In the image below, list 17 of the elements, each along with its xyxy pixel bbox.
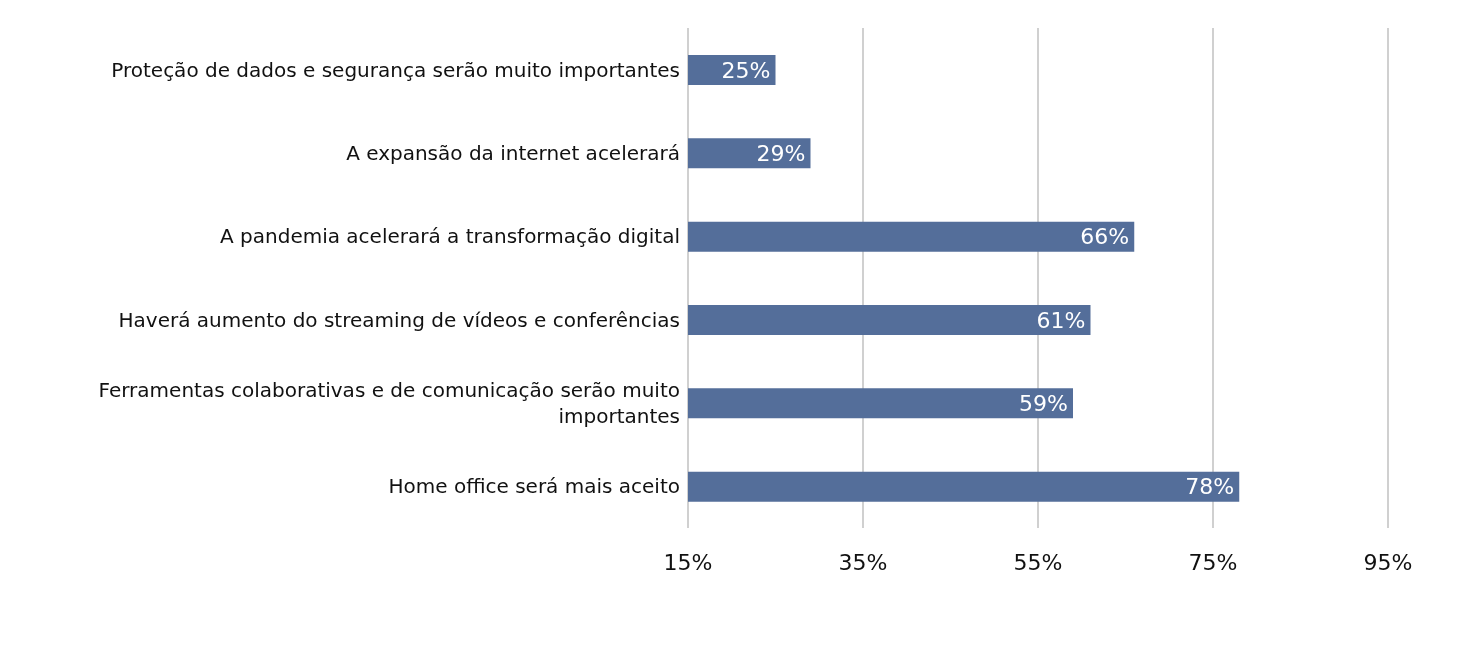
- x-tick-label: 55%: [1013, 549, 1063, 575]
- x-tick-label: 15%: [663, 549, 713, 575]
- x-tick-label: 75%: [1188, 549, 1238, 575]
- data-label: 61%: [1036, 307, 1086, 333]
- data-label: 29%: [756, 141, 806, 167]
- y-tick-label: Proteção de dados e segurança serão muito importantes: [111, 57, 680, 82]
- x-tick-label: 35%: [838, 549, 888, 575]
- x-tick-label: 95%: [1363, 549, 1413, 575]
- y-tick-label: Haverá aumento do streaming de vídeos e conferências: [118, 307, 680, 332]
- data-label: 25%: [721, 57, 771, 83]
- data-label: 66%: [1080, 224, 1130, 250]
- y-tick-label: Ferramentas colaborativas e de comunicação serão muito importantes: [98, 378, 680, 428]
- y-tick-label: A expansão da internet acelerará: [346, 141, 680, 165]
- y-tick-label: A pandemia acelerará a transformação digital: [220, 224, 680, 249]
- data-label: 59%: [1019, 391, 1068, 417]
- y-tick-label: Home office será mais aceito: [388, 474, 680, 499]
- data-label: 78%: [1185, 474, 1235, 500]
